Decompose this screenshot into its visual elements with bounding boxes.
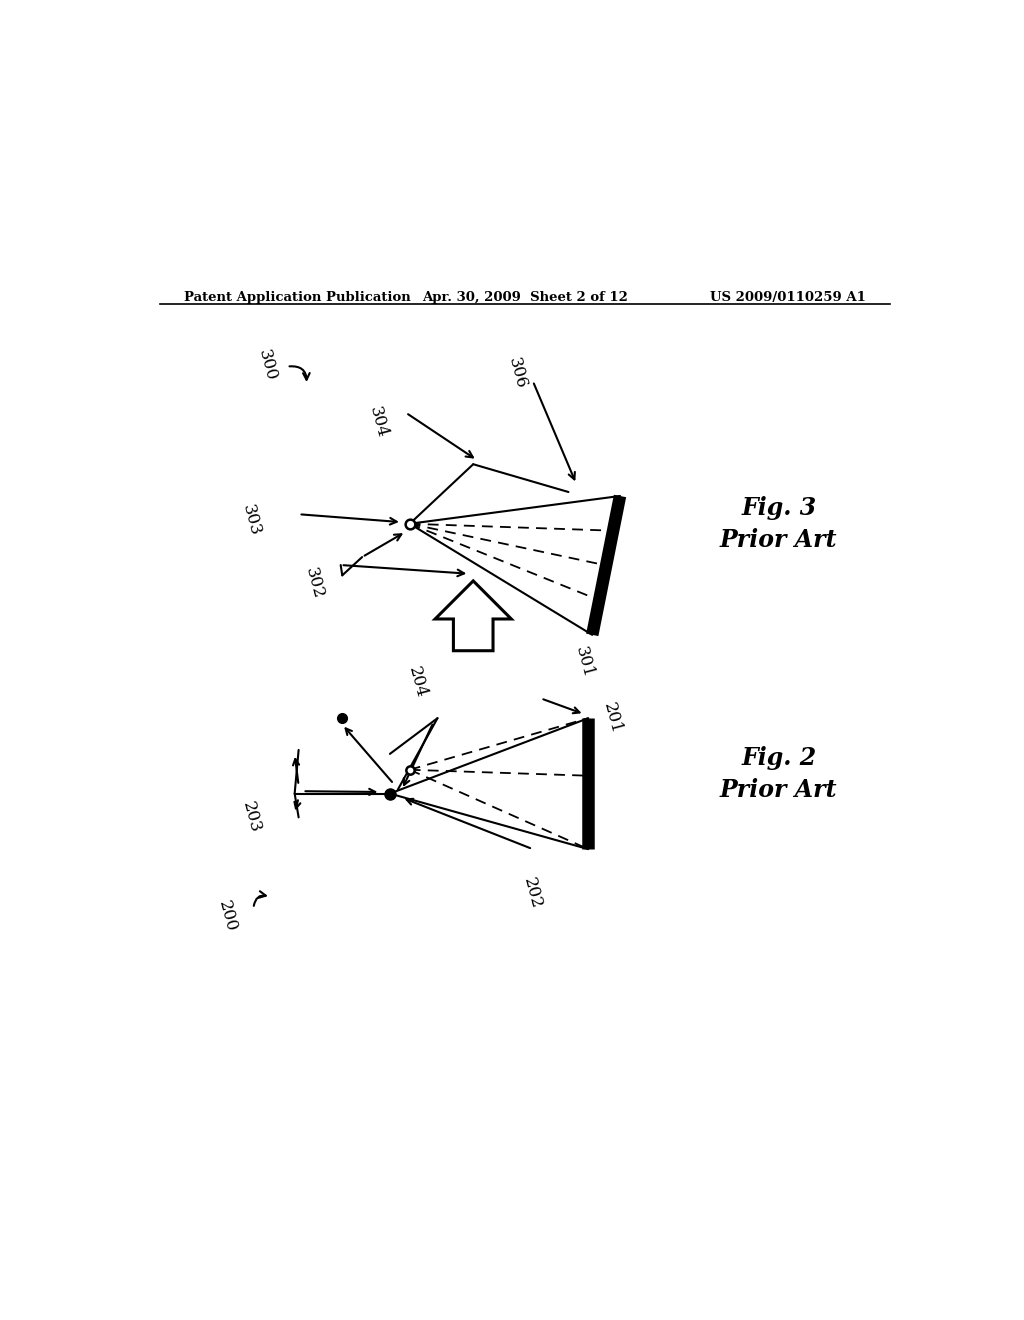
Text: Prior Art: Prior Art xyxy=(720,528,838,552)
Text: 302: 302 xyxy=(302,566,327,601)
Text: US 2009/0110259 A1: US 2009/0110259 A1 xyxy=(711,292,866,304)
Text: Fig. 2: Fig. 2 xyxy=(741,746,816,770)
Text: 303: 303 xyxy=(239,502,263,537)
Text: 201: 201 xyxy=(600,701,625,735)
Text: Prior Art: Prior Art xyxy=(720,777,838,801)
Text: 300: 300 xyxy=(255,347,280,383)
Text: 200: 200 xyxy=(215,899,240,935)
Text: 304: 304 xyxy=(366,404,390,440)
Text: Apr. 30, 2009  Sheet 2 of 12: Apr. 30, 2009 Sheet 2 of 12 xyxy=(422,292,628,304)
Text: Fig. 3: Fig. 3 xyxy=(741,496,816,520)
Text: 202: 202 xyxy=(520,875,545,911)
Text: 306: 306 xyxy=(505,355,529,391)
Polygon shape xyxy=(435,581,511,651)
Text: Patent Application Publication: Patent Application Publication xyxy=(183,292,411,304)
Text: 203: 203 xyxy=(239,800,263,836)
Text: 204: 204 xyxy=(406,665,430,700)
Text: 301: 301 xyxy=(572,645,597,680)
